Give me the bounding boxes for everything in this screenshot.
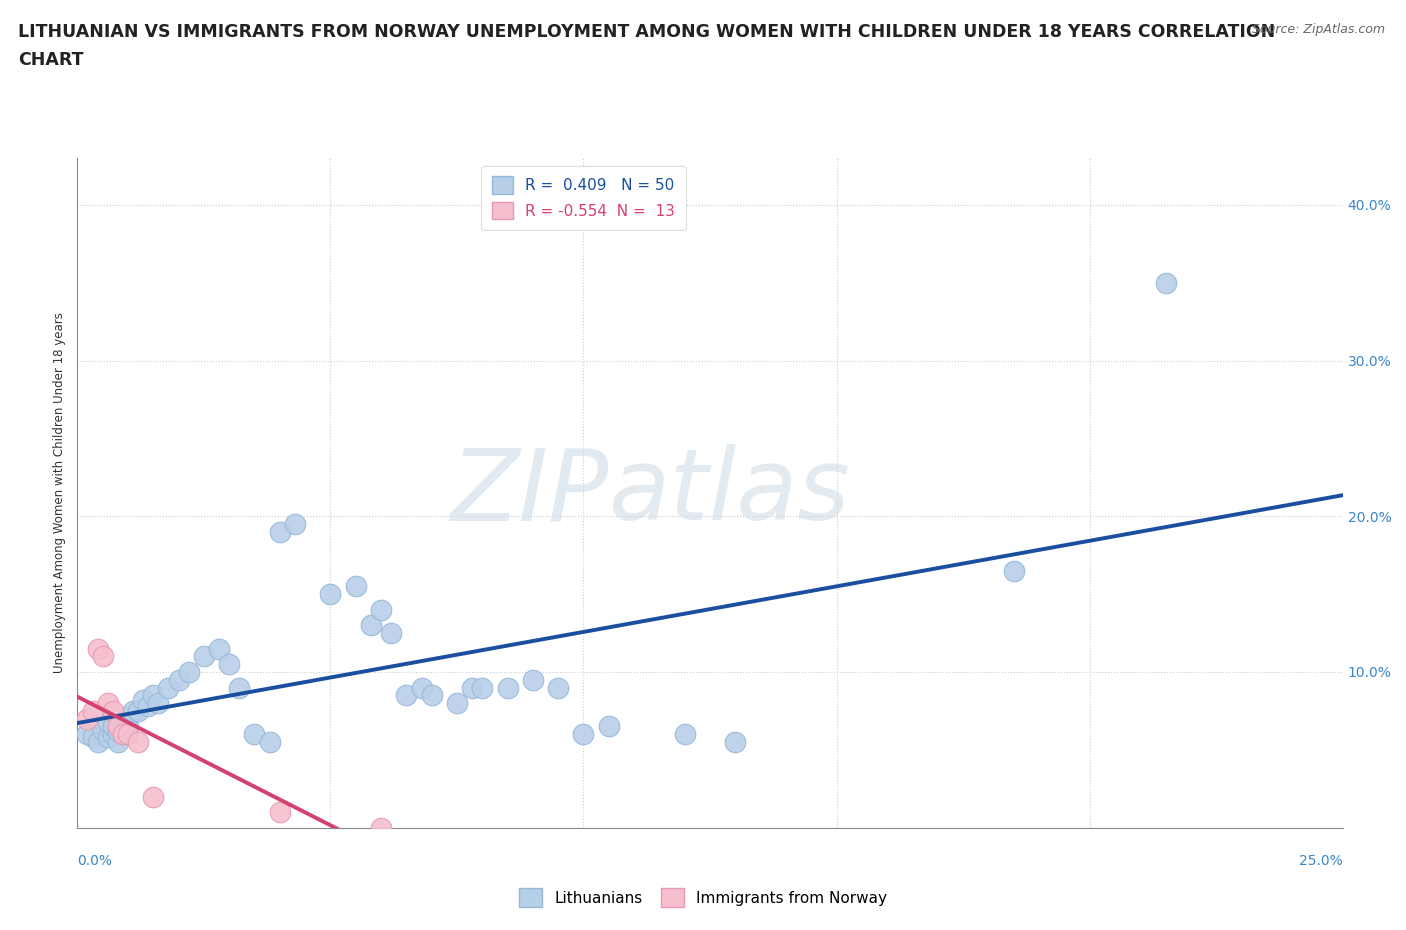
Point (380, 626, 402, 641)
Point (97, 696, 120, 711)
Point (142, 790, 165, 804)
Point (132, 693, 155, 708)
Legend: R =  0.409   N = 50, R = -0.554  N =  13: R = 0.409 N = 50, R = -0.554 N = 13 (481, 166, 686, 230)
Point (269, 804, 291, 819)
Point (167, 672, 190, 687)
Point (319, 587, 342, 602)
Y-axis label: Unemployment Among Women with Children Under 18 years: Unemployment Among Women with Children U… (53, 312, 66, 673)
Point (117, 708, 139, 723)
Point (395, 688, 418, 703)
Point (572, 727, 595, 742)
Point (218, 657, 240, 671)
Point (142, 688, 165, 703)
Text: atlas: atlas (609, 445, 851, 541)
Point (471, 680, 494, 695)
Point (370, 820, 392, 835)
Point (360, 618, 382, 632)
Point (724, 735, 747, 750)
Point (86, 641, 108, 656)
Point (1154, 275, 1177, 290)
Point (91, 649, 114, 664)
Point (101, 727, 124, 742)
Point (122, 703, 145, 718)
Point (148, 696, 170, 711)
Point (97, 730, 120, 745)
Text: 25.0%: 25.0% (1299, 855, 1343, 869)
Point (82, 730, 104, 745)
Point (243, 727, 266, 742)
Point (208, 641, 231, 656)
Point (117, 727, 139, 742)
Point (111, 727, 134, 742)
Point (598, 719, 620, 734)
Point (193, 649, 215, 664)
Point (127, 703, 149, 718)
Point (177, 665, 200, 680)
Point (259, 735, 281, 750)
Point (370, 603, 392, 618)
Point (673, 727, 696, 742)
Point (101, 719, 124, 734)
Point (91, 723, 114, 737)
Point (136, 698, 159, 713)
Point (344, 578, 367, 593)
Point (107, 724, 129, 738)
Point (107, 719, 129, 734)
Legend: Lithuanians, Immigrants from Norway: Lithuanians, Immigrants from Norway (513, 883, 893, 913)
Point (107, 735, 129, 750)
Point (127, 735, 149, 750)
Text: CHART: CHART (18, 51, 84, 69)
Text: ZIP: ZIP (450, 445, 609, 541)
Text: Source: ZipAtlas.com: Source: ZipAtlas.com (1251, 23, 1385, 36)
Point (547, 680, 569, 695)
Text: 0.0%: 0.0% (77, 855, 112, 869)
Point (111, 727, 134, 742)
Point (522, 672, 544, 687)
Point (97, 714, 120, 729)
Point (82, 703, 104, 718)
Point (1002, 564, 1025, 578)
Point (86, 735, 108, 750)
Point (496, 680, 519, 695)
Point (420, 688, 443, 703)
Point (157, 680, 180, 695)
Point (269, 525, 291, 539)
Point (284, 516, 307, 531)
Point (76, 727, 98, 742)
Point (101, 703, 124, 718)
Point (76, 711, 98, 726)
Text: LITHUANIAN VS IMMIGRANTS FROM NORWAY UNEMPLOYMENT AMONG WOMEN WITH CHILDREN UNDE: LITHUANIAN VS IMMIGRANTS FROM NORWAY UNE… (18, 23, 1275, 41)
Point (117, 719, 139, 734)
Point (446, 696, 468, 711)
Point (411, 680, 433, 695)
Point (228, 680, 250, 695)
Point (461, 680, 484, 695)
